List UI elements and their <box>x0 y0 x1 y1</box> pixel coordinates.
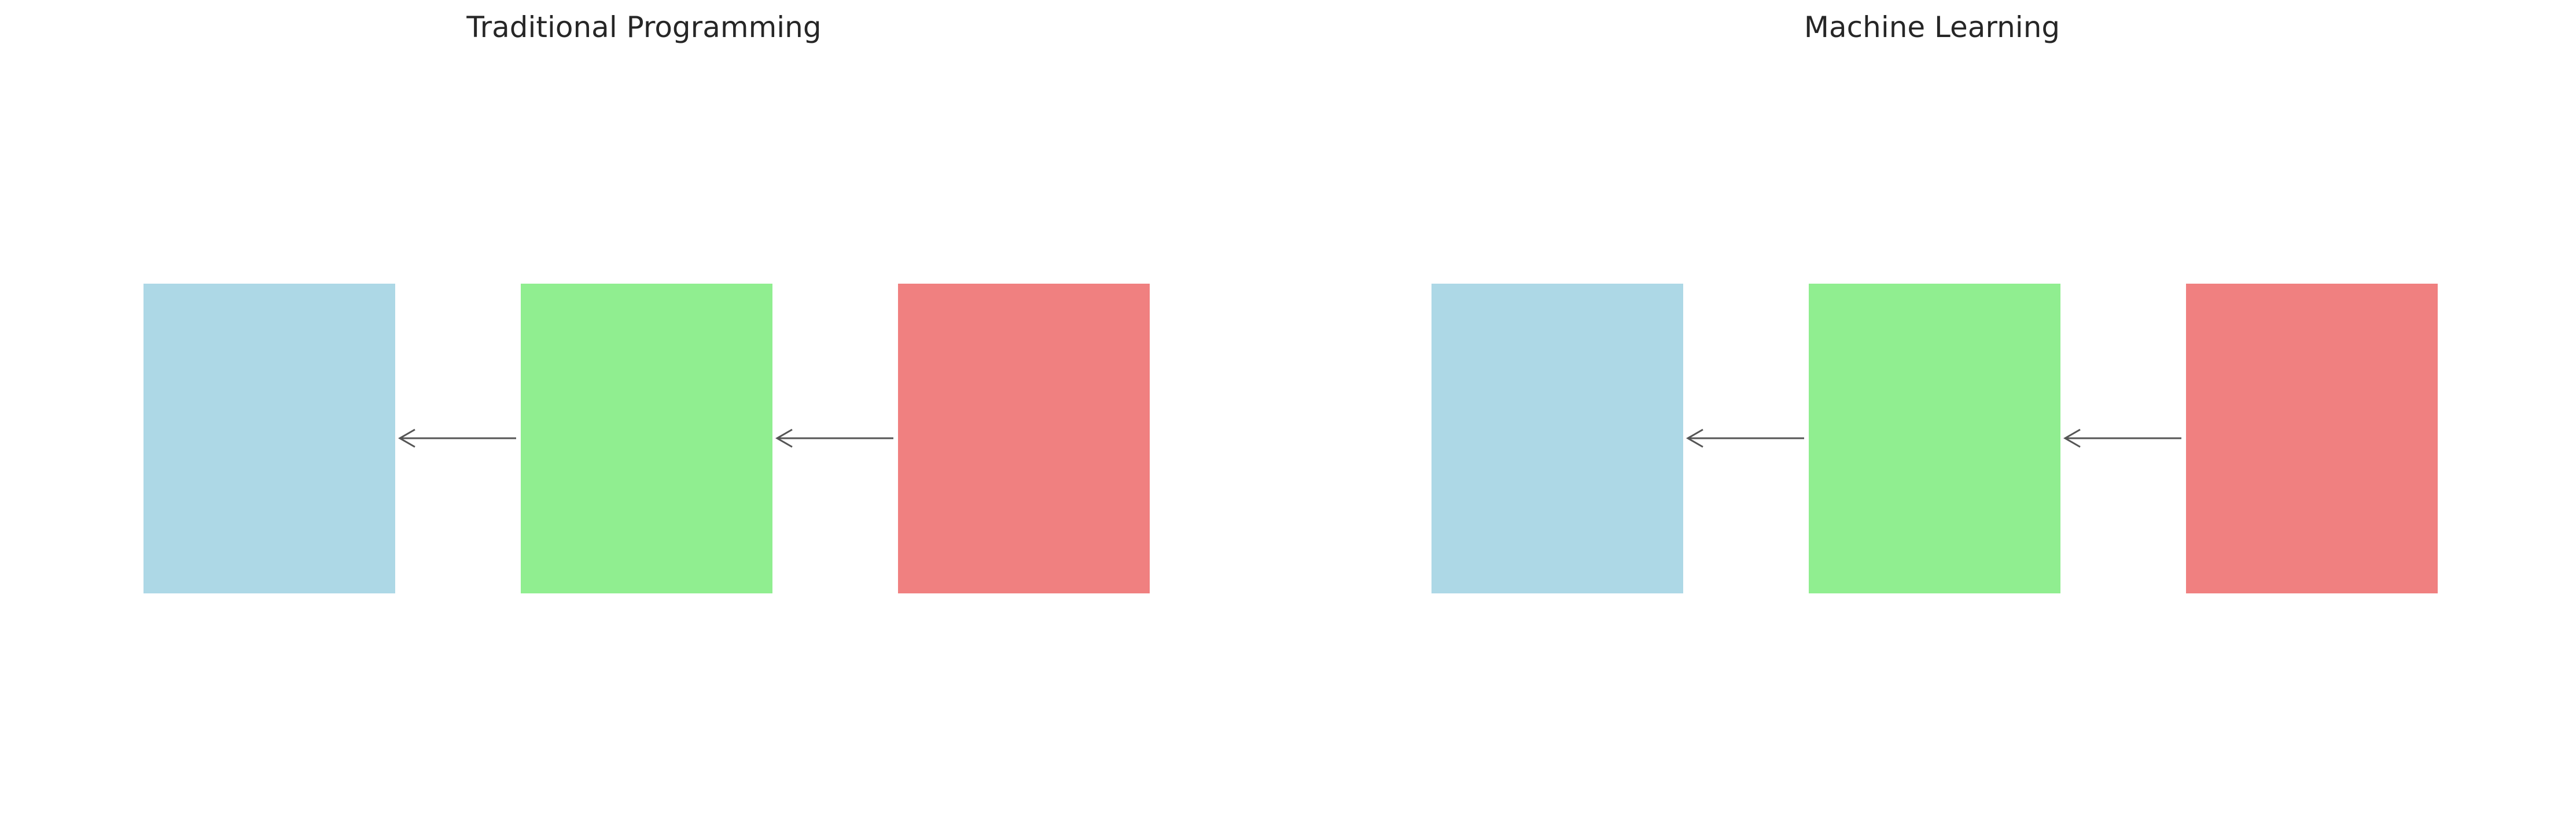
diagram-box-1 <box>143 284 395 593</box>
arrow-left-icon <box>2063 428 2181 448</box>
diagram-box-3 <box>898 284 1150 593</box>
machine-learning-diagram <box>1431 284 2438 593</box>
machine-learning-panel: Machine Learning <box>1288 0 2576 840</box>
traditional-programming-panel: Traditional Programming <box>143 10 1150 593</box>
panel-title: Traditional Programming <box>466 10 822 44</box>
diagram-box-3 <box>2186 284 2438 593</box>
arrow-left-icon <box>775 428 893 448</box>
diagram-box-1 <box>1431 284 1683 593</box>
diagram-box-2 <box>1809 284 2060 593</box>
diagram-box-2 <box>521 284 772 593</box>
panel-title: Machine Learning <box>1804 10 2060 44</box>
arrow-left-icon <box>1686 428 1804 448</box>
traditional-programming-diagram <box>143 284 1150 593</box>
arrow-left-icon <box>398 428 516 448</box>
